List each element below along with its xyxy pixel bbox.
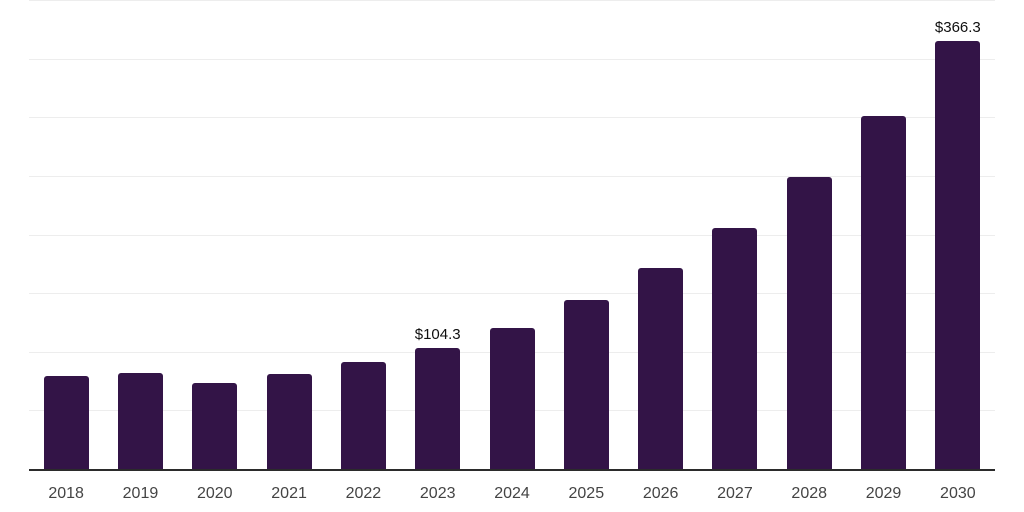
- gridline: [29, 293, 995, 295]
- bar-2019: [117, 372, 163, 470]
- x-tick-2022: 2022: [345, 485, 382, 502]
- bar-2025: [563, 300, 609, 470]
- x-tick-2026: 2026: [642, 485, 679, 502]
- bar-2028: [786, 177, 832, 470]
- gridline: [29, 0, 995, 1]
- x-tick-2018: 2018: [48, 485, 84, 502]
- x-tick-2029: 2029: [865, 485, 902, 502]
- data-label-2030: $366.3: [934, 18, 981, 36]
- bar-2029: [861, 115, 907, 470]
- gridline: [29, 117, 995, 119]
- x-tick-2028: 2028: [791, 485, 828, 502]
- data-label-2023: $104.3: [414, 325, 461, 343]
- x-axis-labels: 2018 2019 2020 2021 2022 2023 2024 2025 2026 2027…: [29, 470, 995, 512]
- bar-2026: [638, 267, 684, 470]
- x-tick-2027: 2027: [717, 485, 753, 502]
- x-tick-2019: 2019: [122, 485, 159, 502]
- plot-area: $104.3 $366.3: [29, 0, 995, 471]
- bar-2024: [489, 327, 535, 470]
- bar-2022: [340, 362, 386, 470]
- x-tick-2021: 2021: [271, 485, 307, 502]
- x-tick-2030: 2030: [940, 485, 976, 502]
- gridline: [29, 175, 995, 177]
- bar-2023: [415, 347, 461, 470]
- x-tick-2023: 2023: [419, 485, 456, 502]
- x-axis-line: [29, 469, 995, 471]
- x-tick-2020: 2020: [196, 485, 233, 502]
- gridline: [29, 234, 995, 236]
- bar-2018: [43, 375, 89, 470]
- x-tick-2024: 2024: [494, 485, 530, 502]
- bar-2020: [192, 383, 238, 470]
- x-tick-2025: 2025: [568, 485, 605, 502]
- bar-2027: [712, 227, 758, 470]
- bar-2021: [266, 373, 312, 470]
- bar-2030: [935, 40, 981, 470]
- gridline: [29, 58, 995, 60]
